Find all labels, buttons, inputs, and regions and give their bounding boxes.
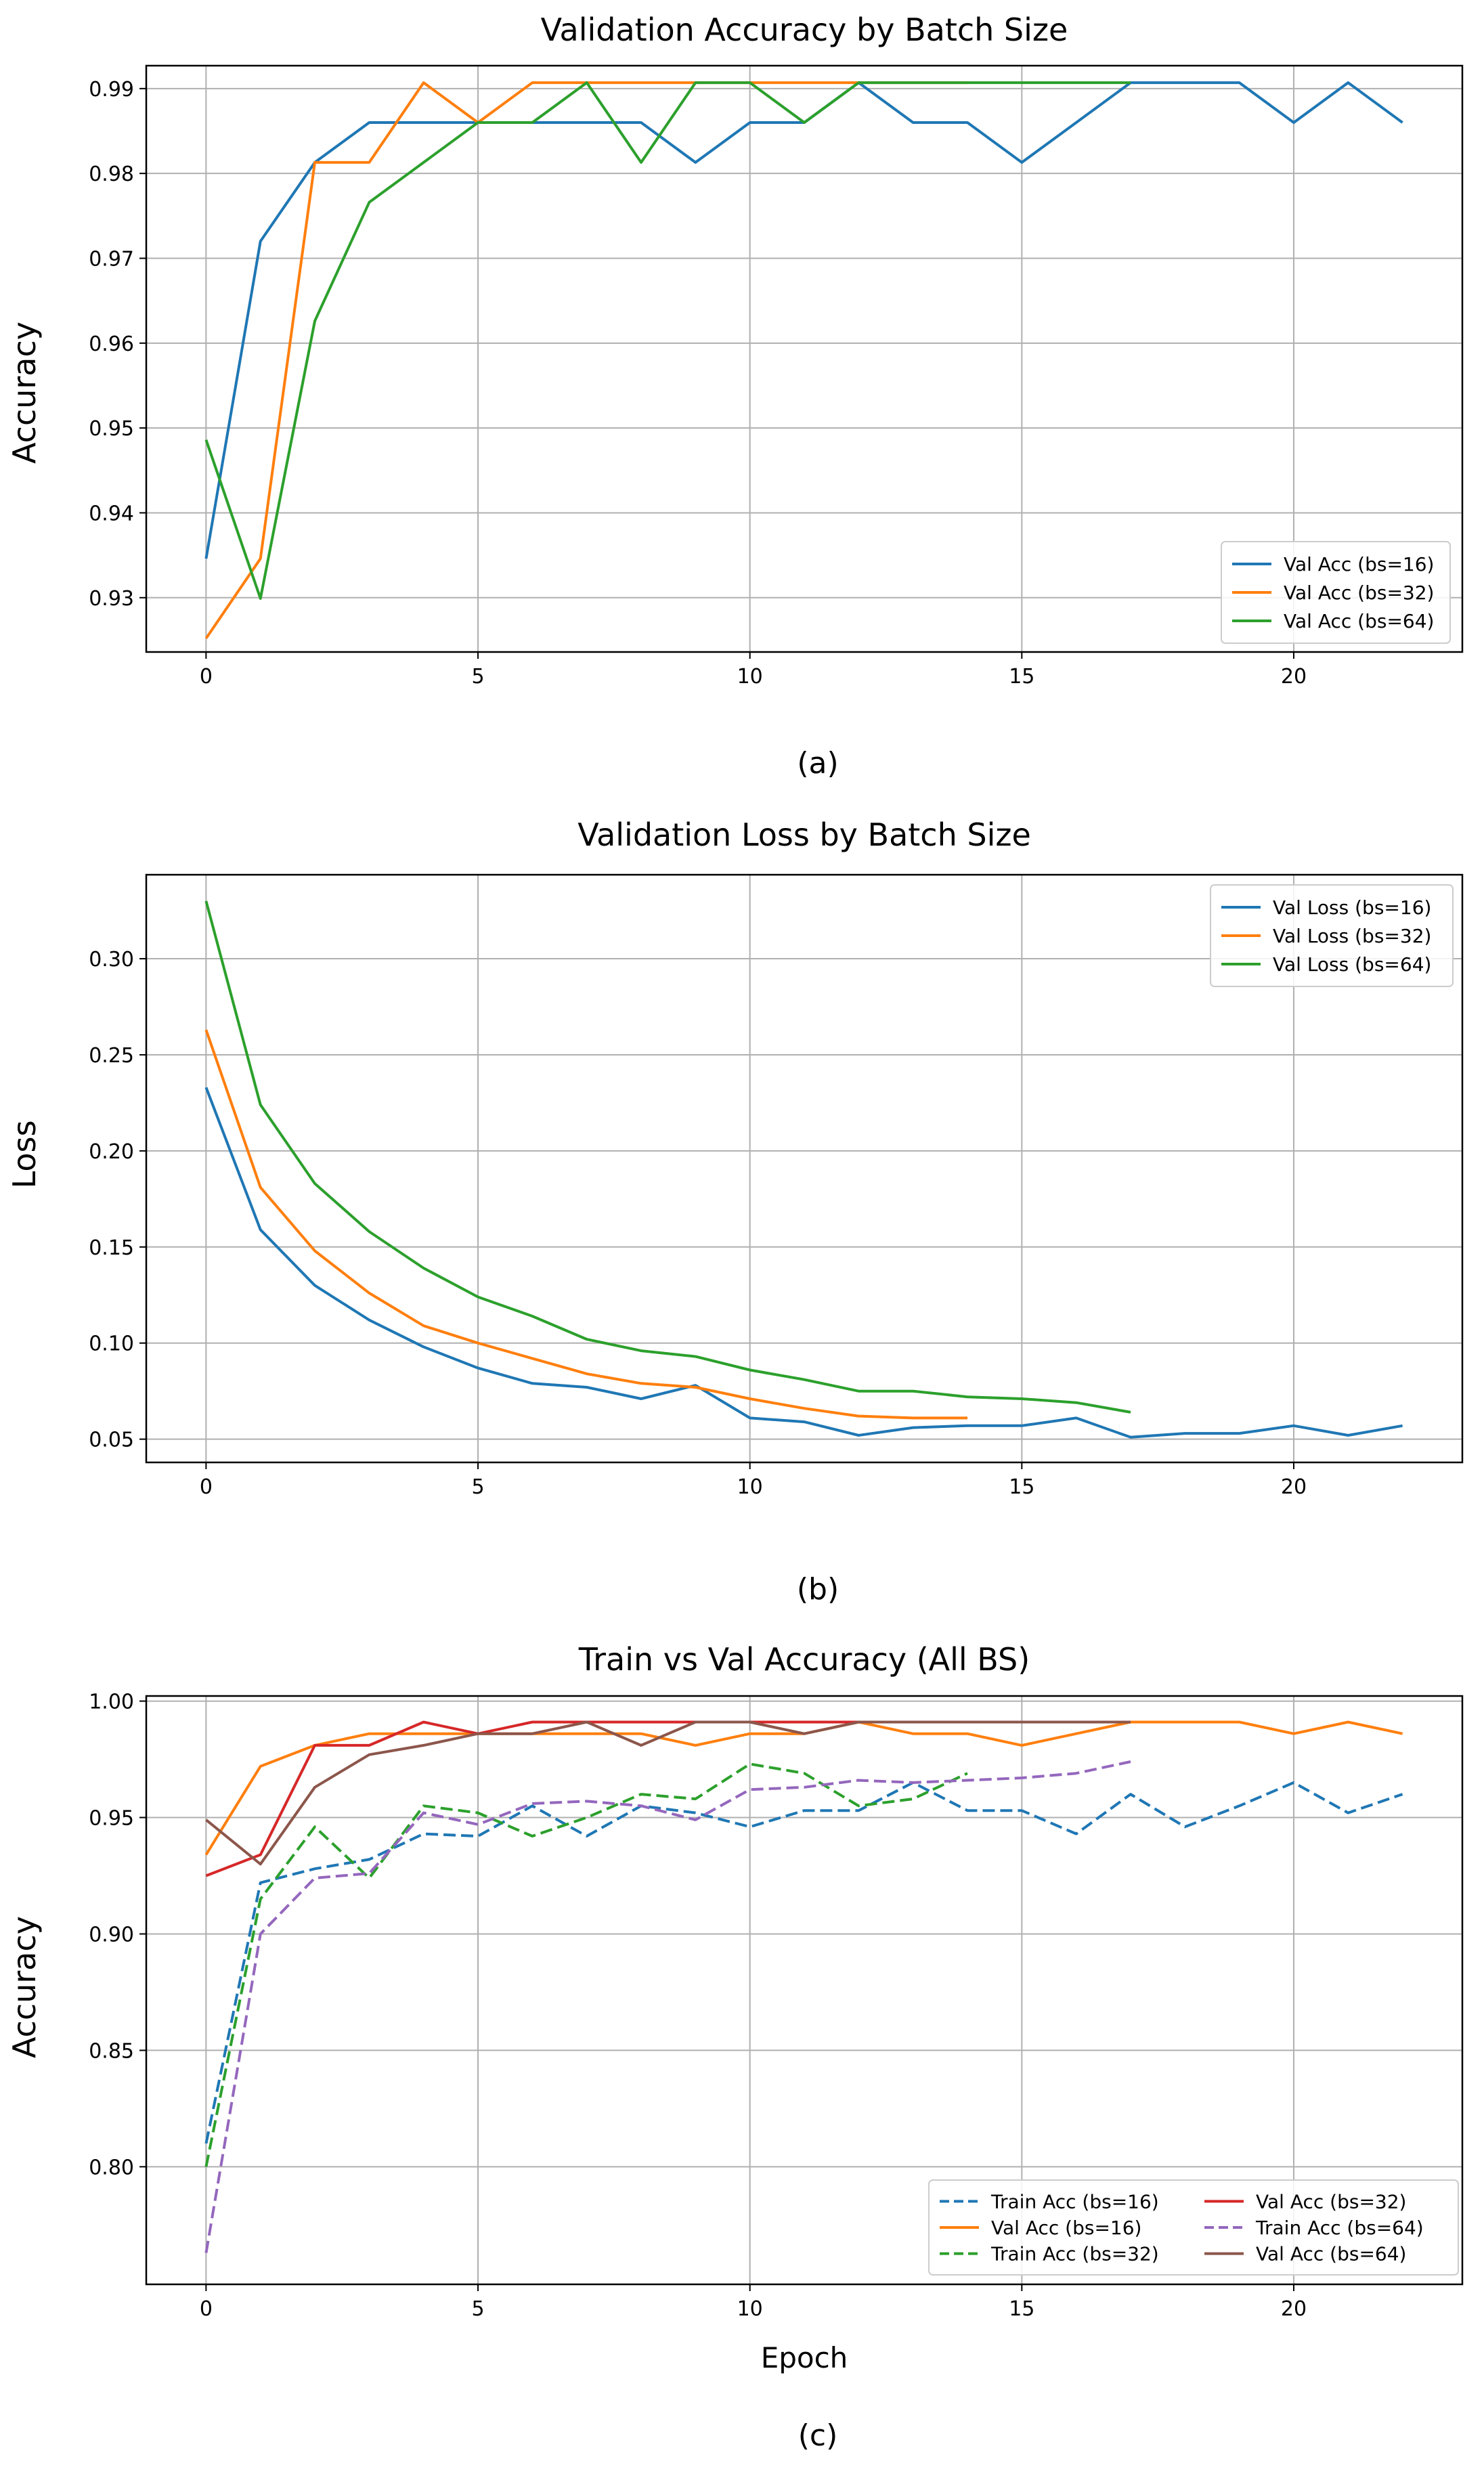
x-tick-label: 0 [200,2297,213,2321]
legend: Val Loss (bs=16) Val Loss (bs=32) Val Loss… [1210,884,1454,987]
chart-title: Validation Accuracy by Batch Size [541,12,1068,48]
x-tick-label: 20 [1281,2297,1307,2321]
y-tick-label: 0.99 [89,78,134,102]
series-line-2 [204,81,967,640]
x-axis-label: Epoch [761,2341,848,2374]
series-line-3 [204,1762,968,2167]
x-tick-label: 10 [737,2297,763,2321]
y-axis-label: Accuracy [6,1916,43,2058]
legend-label: Val Acc (bs=64) [1256,2243,1406,2265]
x-tick-label: 15 [1009,1475,1034,1499]
y-tick-label: 0.95 [89,417,134,441]
x-tick-label: 10 [737,1475,763,1499]
y-axis-label: Accuracy [6,322,43,464]
legend: Val Acc (bs=16) Val Acc (bs=32) Val Acc (b… [1221,541,1451,644]
x-tick-label: 0 [200,665,213,689]
chart-title: Validation Loss by Batch Size [577,817,1031,853]
series-line-5 [204,1760,1131,2253]
legend-frame [1221,541,1451,644]
y-tick-label: 0.80 [89,2156,134,2179]
axes-frame [145,64,1464,653]
x-tick-label: 20 [1281,1475,1307,1499]
y-tick-label: 0.93 [89,587,134,611]
panel-caption: (c) [798,2418,838,2453]
legend-label: Train Acc (bs=32) [990,2243,1159,2265]
y-tick-label: 0.25 [89,1044,134,1068]
x-tick-label: 5 [471,665,484,689]
series-line-2 [204,1029,967,1420]
y-tick-label: 0.30 [89,948,134,972]
legend-label: Val Acc (bs=32) [1284,582,1434,604]
chart-panel-3: Train vs Val Accuracy (All BS) 0 5 10 15 20 0.… [6,1641,1464,2453]
y-tick-label: 0.20 [89,1140,134,1164]
series-line-3 [204,81,1131,600]
y-tick-label: 0.95 [89,1807,134,1831]
panel-caption: (a) [797,746,838,781]
axes-frame [145,873,1464,1464]
series-line-6 [205,1720,1131,1866]
series-line-3 [204,900,1131,1414]
legend-label: Val Acc (bs=16) [1284,553,1434,575]
chart-panel-1: Validation Accuracy by Batch Size 0 5 10 15 2… [6,12,1464,781]
y-tick-label: 0.97 [89,247,134,271]
y-tick-label: 0.10 [89,1332,134,1356]
series-line-1 [204,1087,1403,1439]
y-tick-label: 0.90 [89,1923,134,1946]
y-tick-label: 0.85 [89,2039,134,2063]
legend-label: Val Acc (bs=16) [991,2217,1141,2239]
x-tick-label: 20 [1281,665,1307,689]
legend-label: Val Acc (bs=64) [1284,610,1434,632]
y-axis-label: Loss [6,1121,43,1189]
x-tick-label: 5 [471,2297,484,2321]
y-tick-label: 0.94 [89,502,134,525]
legend-label: Train Acc (bs=64) [1255,2217,1424,2239]
series-line-1 [204,81,1403,559]
legend-label: Val Loss (bs=32) [1273,925,1431,947]
legend-label: Val Acc (bs=32) [1256,2190,1406,2213]
x-tick-label: 15 [1009,665,1034,689]
legend: Train Acc (bs=16) Val Acc (bs=16) Train Ac… [928,2179,1459,2276]
legend-label: Val Loss (bs=64) [1273,953,1431,976]
y-tick-label: 0.98 [89,162,134,186]
legend-label: Val Loss (bs=16) [1273,896,1431,919]
x-tick-label: 10 [737,665,763,689]
chart-panel-2: Validation Loss by Batch Size 0 5 10 15 20 0.0… [6,817,1464,1607]
legend-label: Train Acc (bs=16) [990,2190,1159,2213]
series-line-4 [205,1720,1131,1877]
legend-frame [928,2179,1459,2276]
y-tick-label: 0.05 [89,1429,134,1452]
chart-title: Train vs Val Accuracy (All BS) [578,1641,1030,1678]
panel-caption: (b) [797,1572,839,1607]
x-tick-label: 0 [200,1475,213,1499]
x-tick-label: 15 [1009,2297,1034,2321]
y-tick-label: 0.15 [89,1236,134,1260]
series-line-1 [204,1781,1403,2144]
axes-frame [145,1695,1464,2286]
legend-frame [1210,884,1454,987]
y-tick-label: 0.96 [89,332,134,356]
y-tick-label: 1.00 [89,1691,134,1714]
x-tick-label: 5 [471,1475,484,1499]
